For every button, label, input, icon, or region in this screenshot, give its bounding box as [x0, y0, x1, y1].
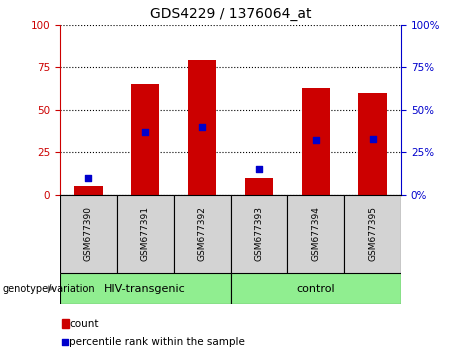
Text: count: count [69, 319, 99, 329]
Title: GDS4229 / 1376064_at: GDS4229 / 1376064_at [150, 7, 311, 21]
Bar [60, 195, 117, 273]
Text: GSM677393: GSM677393 [254, 206, 263, 261]
Bar [62, 319, 69, 329]
Bar [344, 195, 401, 273]
Bar [188, 61, 216, 195]
Bar [74, 186, 102, 195]
Text: percentile rank within the sample: percentile rank within the sample [69, 337, 245, 347]
Text: GSM677390: GSM677390 [84, 206, 93, 261]
Bar [131, 84, 160, 195]
Text: genotype/variation: genotype/variation [2, 284, 95, 293]
Text: control: control [296, 284, 335, 293]
Point [198, 124, 206, 130]
Point [312, 137, 319, 143]
Bar [245, 178, 273, 195]
Text: GSM677392: GSM677392 [198, 206, 207, 261]
Point [369, 136, 376, 142]
Text: GSM677395: GSM677395 [368, 206, 377, 261]
Bar [287, 195, 344, 273]
Bar [60, 273, 230, 304]
Point [85, 175, 92, 181]
Text: GSM677394: GSM677394 [311, 206, 320, 261]
Bar [117, 195, 174, 273]
Bar [174, 195, 230, 273]
Bar [230, 273, 401, 304]
Point [62, 339, 69, 344]
Text: HIV-transgenic: HIV-transgenic [104, 284, 186, 293]
Bar [358, 93, 387, 195]
Text: GSM677391: GSM677391 [141, 206, 150, 261]
Bar [301, 88, 330, 195]
Point [255, 166, 263, 172]
Point [142, 129, 149, 135]
Bar [230, 195, 287, 273]
